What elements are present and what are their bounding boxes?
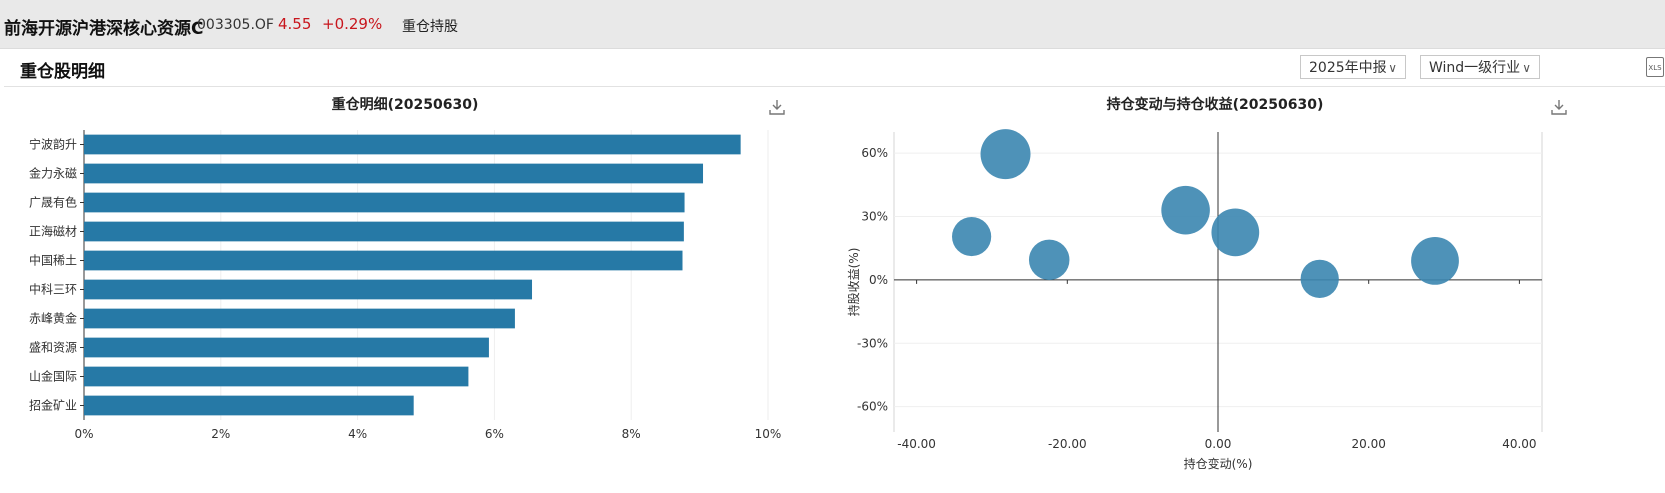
y-tick-label: 30% [861, 210, 888, 224]
x-tick-label: 6% [485, 427, 504, 441]
category-label: 金力永磁 [29, 166, 77, 181]
category-label: 宁波韵升 [29, 137, 77, 152]
bar [84, 279, 533, 300]
x-tick-label: 10% [755, 427, 782, 441]
category-label: 赤峰黄金 [29, 311, 77, 326]
bubble-point [1211, 208, 1260, 257]
y-tick-label: -30% [857, 336, 888, 350]
category-label: 广晟有色 [29, 196, 77, 210]
x-axis-label: 持仓变动(%) [1184, 456, 1253, 471]
bar [84, 192, 685, 213]
bubble-point [980, 129, 1031, 180]
bubble-point [1161, 185, 1210, 235]
y-tick-label: 0% [869, 273, 888, 287]
bar [84, 337, 489, 358]
chevron-down-icon: ∨ [1388, 61, 1397, 75]
bar-chart-title: 重仓明细(20250630) [331, 97, 479, 113]
bubble-point [1028, 239, 1070, 281]
industry-select[interactable]: Wind一级行业 ∨ [1420, 55, 1540, 79]
x-tick-label: 2% [211, 427, 230, 441]
category-label: 盛和资源 [29, 340, 77, 355]
x-tick-label: 20.00 [1352, 437, 1386, 451]
panel-title: 重仓股明细 [20, 62, 105, 82]
bar [84, 250, 683, 271]
fund-price: 4.55 [278, 15, 312, 33]
bar-chart: 0% 2% 4% 6% 8% 10% 宁波韵升金力永磁广晟有色正海磁材中国稀土中科三环赤峰黄… [29, 130, 782, 441]
bar [84, 163, 704, 184]
x-tick-label: 4% [348, 427, 367, 441]
x-tick-label: 8% [622, 427, 641, 441]
bar [84, 308, 515, 329]
bar [84, 366, 469, 387]
industry-value: Wind一级行业 [1429, 60, 1521, 76]
y-axis-label: 持股收益(%) [846, 248, 861, 317]
category-label: 招金矿业 [29, 398, 77, 413]
bar [84, 221, 684, 242]
category-label: 山金国际 [29, 369, 77, 384]
fund-change: +0.29% [322, 15, 383, 33]
xls-export-icon[interactable]: XLS [1646, 57, 1664, 77]
fund-name: 前海开源沪港深核心资源C [4, 19, 204, 39]
y-tick-label: 60% [861, 146, 888, 160]
download-icon[interactable] [1550, 98, 1568, 116]
category-label: 中国稀土 [29, 253, 77, 268]
x-tick-label: 0% [74, 427, 93, 441]
category-label: 正海磁材 [29, 224, 77, 239]
bubble-point [952, 216, 992, 257]
tab-heavy-holdings[interactable]: 重仓持股 [402, 19, 458, 35]
bubble-chart-title: 持仓变动与持仓收益(20250630) [1106, 97, 1324, 113]
bubble-point [1411, 236, 1459, 285]
x-tick-label: -40.00 [897, 437, 936, 451]
chevron-down-icon: ∨ [1522, 61, 1531, 75]
bubble-point [1300, 259, 1339, 298]
category-label: 中科三环 [29, 282, 77, 297]
y-tick-label: -60% [857, 400, 888, 414]
download-icon[interactable] [768, 98, 786, 116]
bar [84, 134, 741, 155]
report-period-select[interactable]: 2025年中报 ∨ [1300, 55, 1406, 79]
fund-header-bar: 前海开源沪港深核心资源C 003305.OF 4.55 +0.29% 重仓持股 [0, 0, 1665, 49]
fund-code: 003305.OF [197, 17, 274, 33]
x-tick-label: 40.00 [1502, 437, 1536, 451]
x-tick-label: -20.00 [1048, 437, 1087, 451]
report-period-value: 2025年中报 [1309, 60, 1387, 76]
x-tick-label: 0.00 [1205, 437, 1232, 451]
panel-header: 重仓股明细 2025年中报 ∨ Wind一级行业 ∨ XLS [4, 49, 1665, 87]
bubble-chart: 60% 30% 0% -30% -60% -40.00 -20.00 0.00 20.00 40.… [846, 129, 1543, 471]
bar [84, 395, 414, 416]
